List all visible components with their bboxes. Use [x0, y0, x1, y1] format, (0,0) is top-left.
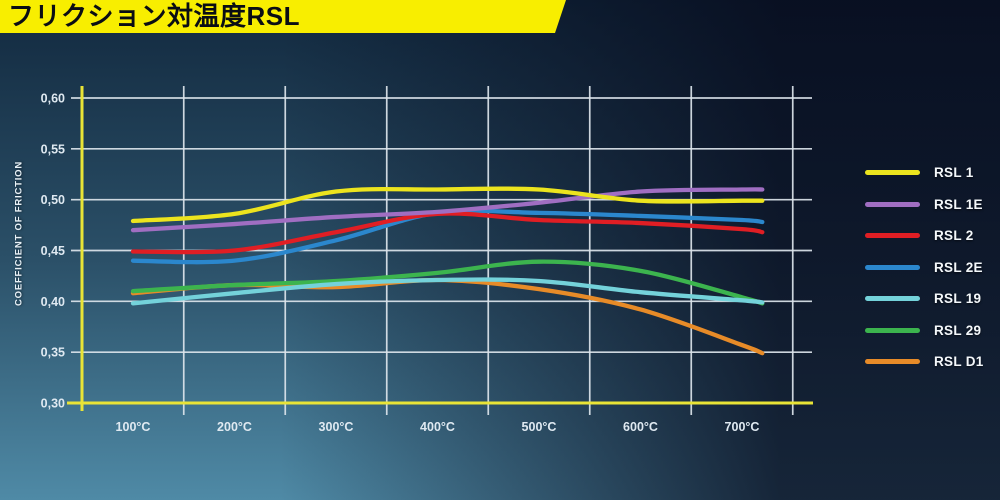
legend-label: RSL D1: [934, 354, 984, 370]
legend-item-rsl-d1: RSL D1: [865, 346, 984, 378]
legend-label: RSL 29: [934, 322, 982, 338]
legend-swatch: [865, 359, 920, 365]
legend-swatch: [865, 264, 920, 270]
legend-label: RSL 2E: [934, 259, 983, 275]
legend-swatch: [865, 170, 920, 176]
page-title: フリクション対温度RSL: [8, 1, 301, 31]
y-tick-label: 0,60: [41, 92, 65, 106]
x-tick-label: 300°C: [319, 420, 354, 434]
series-line-rsl-2: [130, 211, 765, 255]
legend-label: RSL 1E: [934, 196, 983, 212]
y-axis-title: COEFFICIENT OF FRICTION: [13, 160, 25, 307]
series-line-rsl-1: [130, 186, 765, 224]
legend-label: RSL 2: [934, 228, 974, 244]
y-tick-label: 0,45: [41, 244, 65, 258]
y-tick-label: 0,30: [41, 397, 65, 411]
y-tick-label: 0,40: [41, 295, 65, 309]
legend-item-rsl-2: RSL 2: [865, 220, 984, 252]
legend-item-rsl-2e: RSL 2E: [865, 252, 984, 284]
legend-label: RSL 19: [934, 291, 982, 307]
series-line-rsl-2e: [130, 208, 765, 265]
y-tick-label: 0,50: [41, 193, 65, 207]
series-line-rsl-1e: [130, 187, 765, 233]
legend-swatch: [865, 327, 920, 333]
x-tick-label: 200°C: [217, 420, 252, 434]
series-line-rsl-29: [130, 259, 765, 306]
legend-label: RSL 1: [934, 165, 974, 181]
y-tick-label: 0,55: [41, 142, 65, 156]
legend-swatch: [865, 233, 920, 239]
x-tick-label: 100°C: [116, 420, 151, 434]
legend-item-rsl-1: RSL 1: [865, 157, 984, 189]
legend-item-rsl-29: RSL 29: [865, 315, 984, 347]
legend-swatch: [865, 201, 920, 207]
series-line-rsl-d1: [130, 277, 765, 356]
legend-item-rsl-19: RSL 19: [865, 283, 984, 315]
x-tick-label: 500°C: [522, 420, 557, 434]
y-tick-label: 0,35: [41, 346, 65, 360]
legend-item-rsl-1e: RSL 1E: [865, 189, 984, 221]
x-tick-label: 700°C: [725, 420, 760, 434]
title-banner: フリクション対温度RSL: [0, 0, 566, 33]
series-line-rsl-19: [130, 277, 765, 306]
x-tick-label: 400°C: [420, 420, 455, 434]
x-tick-label: 600°C: [623, 420, 658, 434]
legend-swatch: [865, 296, 920, 302]
chart-legend: RSL 1 RSL 1E RSL 2 RSL 2E RSL 19 RSL 29 RSL D1: [865, 157, 984, 378]
